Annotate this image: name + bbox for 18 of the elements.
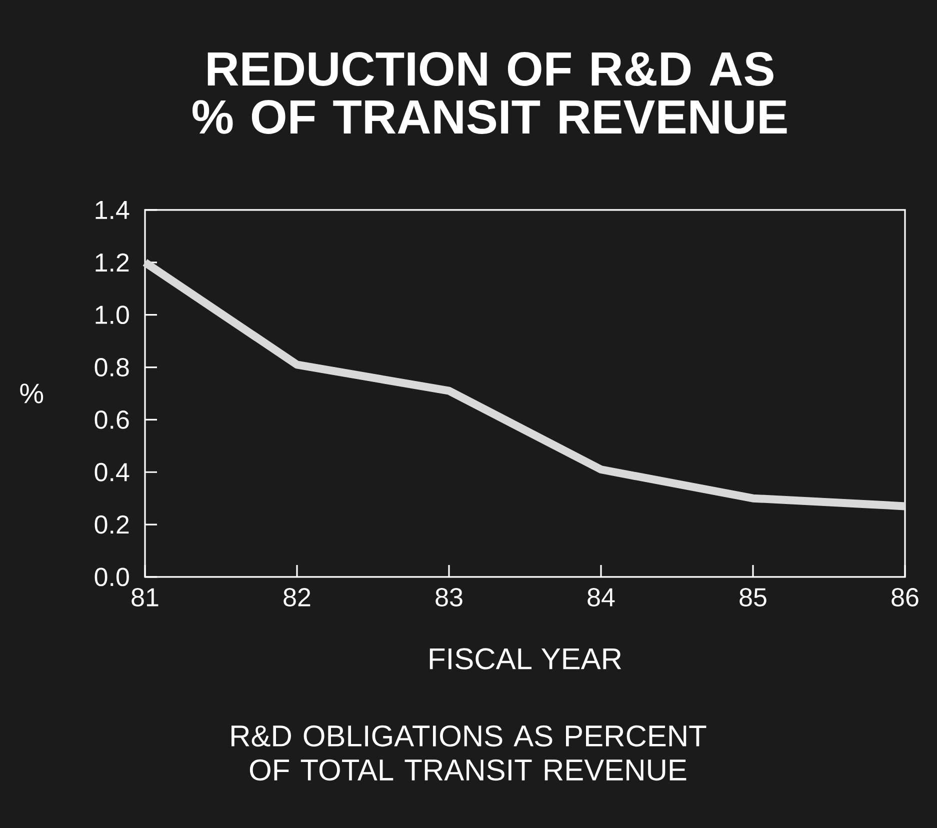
y-tick-label: 1.0 bbox=[96, 306, 129, 324]
y-axis-title: % bbox=[20, 384, 44, 404]
y-tick-label: 0.0 bbox=[94, 568, 129, 586]
x-tick-label: 86 bbox=[892, 588, 918, 606]
x-tick-label: 85 bbox=[740, 588, 766, 606]
text: R&D OBLIGATIONS AS PERCENT OF TOTAL TRANSIT REVENUE bbox=[232, 725, 706, 781]
chart-title: REDUCTION OF R&D AS % OF TRANSIT REVENUE bbox=[192, 52, 787, 134]
y-tick-label: 0.2 bbox=[94, 515, 129, 534]
x-tick-label: 83 bbox=[436, 588, 462, 606]
x-axis-title: FISCAL YEAR bbox=[430, 648, 622, 670]
x-tick-label: 82 bbox=[284, 588, 310, 606]
x-tick-label: 81 bbox=[132, 588, 158, 606]
y-tick-label: 0.8 bbox=[94, 358, 129, 376]
x-tick-label: 84 bbox=[588, 588, 615, 606]
y-tick-label: 1.2 bbox=[96, 253, 129, 272]
y-tick-label: 1.4 bbox=[96, 201, 130, 219]
y-tick-label: 0.6 bbox=[94, 410, 129, 429]
y-tick-label: 0.4 bbox=[94, 462, 130, 482]
